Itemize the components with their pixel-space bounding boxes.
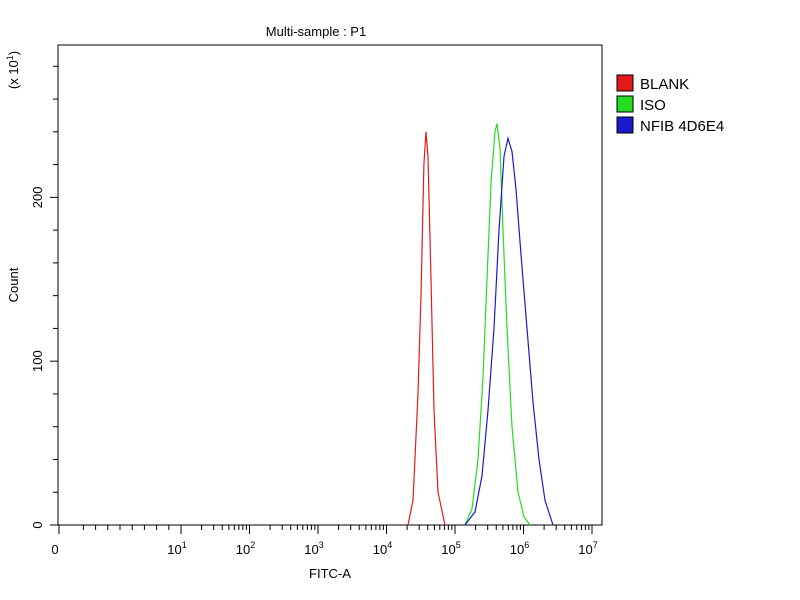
series-line-iso <box>464 123 531 526</box>
legend-label: BLANK <box>640 76 689 93</box>
y-tick-label: 0 <box>30 521 45 528</box>
x-tick-label: 101 <box>167 540 186 557</box>
y-multiplier: (x 101) <box>5 51 21 89</box>
legend-swatch <box>616 74 634 92</box>
x-tick-label: 0 <box>51 542 58 557</box>
x-tick-label: 105 <box>441 540 460 557</box>
y-tick-label: 100 <box>30 350 45 372</box>
legend-label: NFIB 4D6E4 <box>640 118 724 135</box>
y-tick-label: 200 <box>30 187 45 209</box>
legend-swatch <box>616 116 634 134</box>
series-line-blank <box>407 131 446 526</box>
chart-title: Multi-sample : P1 <box>266 24 366 39</box>
legend-swatch <box>616 95 634 113</box>
plot-frame <box>57 44 603 526</box>
x-tick-label: 104 <box>373 540 392 557</box>
x-tick-label: 103 <box>304 540 323 557</box>
x-tick-label: 102 <box>236 540 255 557</box>
legend: BLANK ISO NFIB 4D6E4 <box>616 74 724 135</box>
y-axis-label: Count <box>6 267 21 302</box>
x-tick-label: 106 <box>510 540 529 557</box>
series-line-nfib-4d6e4 <box>464 136 554 526</box>
x-tick-label: 107 <box>578 540 597 557</box>
legend-label: ISO <box>640 97 666 114</box>
x-axis-label: FITC-A <box>309 566 351 581</box>
plot-area: 0 100 200 0 101 102 103 104 105 106 107 <box>30 44 603 557</box>
